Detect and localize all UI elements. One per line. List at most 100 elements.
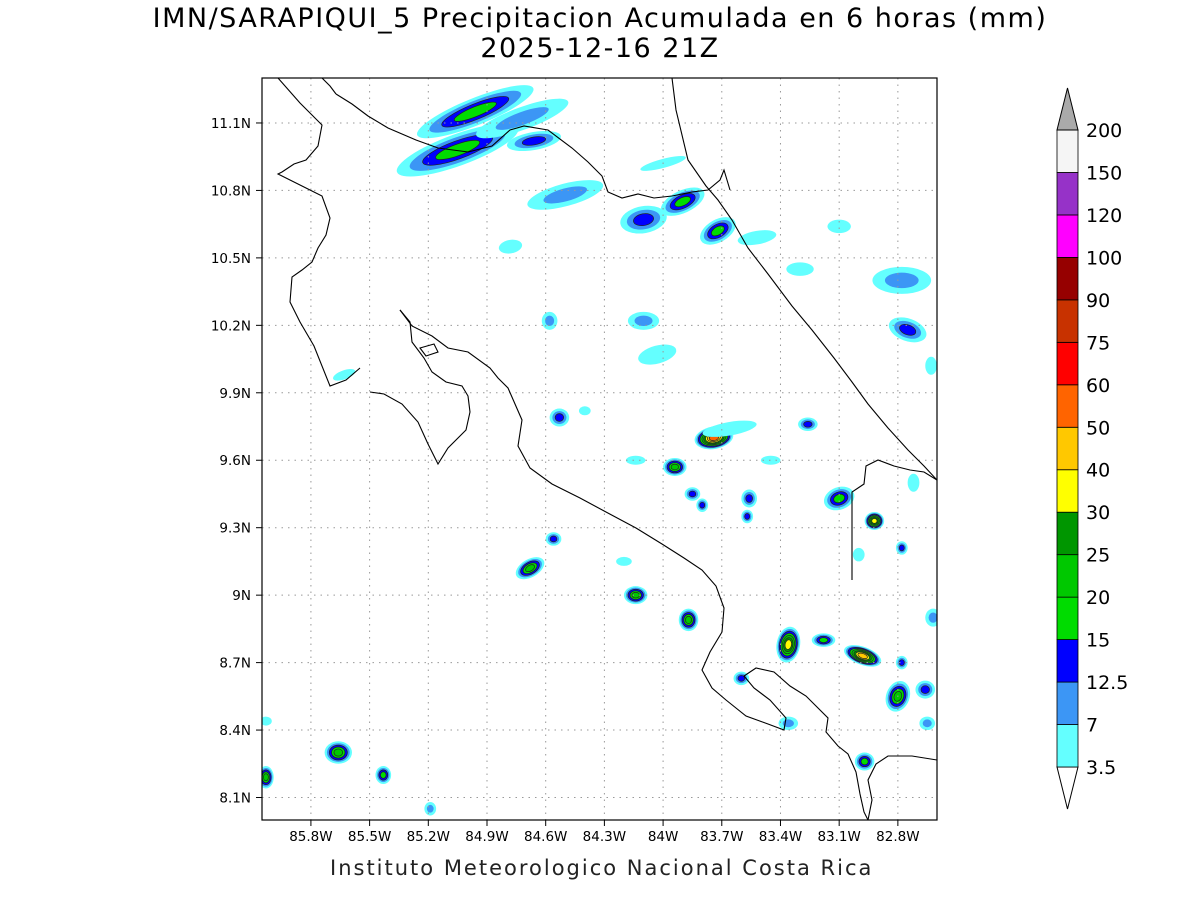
precip-cell <box>620 205 667 234</box>
precip-contour-level-2 <box>699 501 706 509</box>
precip-contour-level-2 <box>744 513 751 520</box>
colorbar-min-triangle <box>1056 766 1079 810</box>
precip-cell <box>885 681 911 712</box>
precip-cell <box>907 473 920 492</box>
colorbar-level-label: 150 <box>1086 162 1122 184</box>
longitude-axis: 85.8W 85.5W 85.2W 84.9W 84.6W 84.3W 84W 83.7W 83… <box>289 820 920 845</box>
precip-cell <box>424 802 437 816</box>
precipitation-layer <box>262 85 937 816</box>
precip-contour-level-1 <box>634 315 653 327</box>
precip-cell <box>625 455 646 465</box>
lon-tick-label: 83.7W <box>700 829 743 845</box>
precip-cell <box>786 262 814 276</box>
precip-contour-level-2 <box>745 494 753 503</box>
map-frame-background <box>262 78 937 820</box>
coastline-panama-south <box>867 755 937 820</box>
precip-cell <box>678 608 699 632</box>
precip-contour-level-0 <box>760 455 781 465</box>
precip-contour-level-2 <box>633 213 654 227</box>
precip-cell <box>627 311 660 330</box>
precip-contour-level-2 <box>554 413 564 422</box>
colorbar-level-label: 15 <box>1086 630 1110 652</box>
precip-contour-level-4 <box>333 748 344 757</box>
precip-contour-level-0 <box>702 420 757 437</box>
precip-cell <box>262 766 274 789</box>
precip-contour-level-0 <box>262 716 272 726</box>
footer-credit: Instituto Meteorologico Nacional Costa R… <box>330 856 874 880</box>
precip-contour-level-4 <box>525 564 535 573</box>
lon-tick-label: 82.8W <box>876 829 919 845</box>
colorbar-level-label: 120 <box>1086 205 1122 227</box>
lon-tick-label: 85.5W <box>348 829 391 845</box>
lon-tick-label: 84W <box>648 829 679 845</box>
precip-contour-level-0 <box>852 547 865 562</box>
precip-contour-level-0 <box>638 344 677 365</box>
precip-cell <box>925 608 937 627</box>
precip-contour-level-3 <box>711 225 725 237</box>
latitude-axis: 11.1N 10.8N 10.5N 10.2N 9.9N 9.6N 9.3N 9N 8.7N 8.… <box>211 116 262 807</box>
colorbar-swatch <box>1056 596 1079 641</box>
island-chira <box>419 343 439 357</box>
precip-contour-level-1 <box>884 272 919 289</box>
lat-tick-label: 8.4N <box>219 723 251 739</box>
precip-cell <box>416 85 534 139</box>
precip-cell <box>663 457 687 476</box>
precip-cell <box>324 741 352 764</box>
colorbar-level-label: 25 <box>1086 545 1110 567</box>
precip-cell <box>919 716 936 731</box>
coastline-border-layer <box>276 78 937 820</box>
precip-cell <box>527 180 604 210</box>
precip-cell <box>741 489 757 508</box>
precip-cell <box>541 311 558 330</box>
precip-contour-level-3 <box>833 493 846 504</box>
precip-cell <box>333 368 356 381</box>
precip-contour-level-2 <box>899 324 917 336</box>
colorbar-level-label: 7 <box>1086 715 1098 737</box>
precip-cell <box>623 586 648 605</box>
colorbar-swatch <box>1056 341 1079 386</box>
precip-contour-level-0 <box>786 262 814 276</box>
precip-cell <box>262 716 272 726</box>
border-panama <box>851 459 937 580</box>
precip-contour-level-2 <box>549 535 558 543</box>
precip-cell <box>616 556 632 566</box>
coastline-nicoya-gulf <box>369 309 471 466</box>
colorbar-level-label: 75 <box>1086 332 1110 354</box>
precip-cell <box>888 317 927 343</box>
colorbar-level-label: 90 <box>1086 290 1110 312</box>
precip-contour-level-1 <box>545 315 555 327</box>
precip-contour-level-1 <box>495 107 549 130</box>
precip-contour-level-0 <box>616 556 632 566</box>
precip-contour-level-1 <box>543 186 588 204</box>
colorbar-swatch <box>1056 639 1079 683</box>
coastline-pacific-central <box>399 309 869 820</box>
coastline-caribbean <box>671 78 937 481</box>
precip-contour-level-3 <box>674 196 691 208</box>
lat-tick-label: 9.3N <box>219 521 251 537</box>
precip-cell <box>872 266 932 294</box>
colorbar-legend: 3.5 7 12.5 15 20 25 30 40 50 60 75 90 100 120 150 200 <box>1056 87 1128 810</box>
precip-cell <box>506 130 561 152</box>
precip-cell <box>737 230 777 246</box>
colorbar-swatch <box>1056 129 1079 173</box>
colorbar-level-label: 200 <box>1086 120 1122 142</box>
border-nicaragua <box>335 93 731 199</box>
lat-tick-label: 8.7N <box>219 656 251 672</box>
precip-cell <box>498 239 523 254</box>
precip-contour-level-2 <box>688 490 697 498</box>
colorbar-swatch <box>1056 681 1079 725</box>
chart-subtitle: 2025-12-16 21Z <box>480 33 720 64</box>
precip-contour-level-2 <box>920 685 930 694</box>
precip-contour-level-0 <box>625 455 646 465</box>
colorbar-level-label: 3.5 <box>1086 757 1116 779</box>
lat-tick-label: 11.1N <box>211 116 251 132</box>
precip-cell <box>915 680 936 699</box>
precip-contour-level-6 <box>871 518 878 524</box>
precip-contour-level-0 <box>578 406 591 416</box>
precip-contour-level-2 <box>521 136 547 146</box>
precip-cell <box>895 655 908 670</box>
precip-cell <box>700 217 736 245</box>
precip-contour-level-7 <box>857 652 868 659</box>
precip-cell <box>515 557 545 580</box>
colorbar-swatch <box>1056 511 1079 556</box>
